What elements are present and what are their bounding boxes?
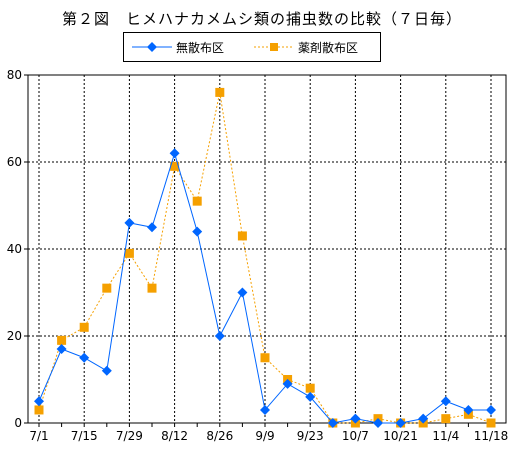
- y-tick-label: 60: [7, 155, 22, 169]
- x-tick-label: 9/9: [255, 429, 274, 443]
- data-point-series-1: [124, 217, 135, 228]
- legend-label-series-1: 無散布区: [176, 40, 225, 55]
- data-point-series-1: [237, 287, 248, 298]
- x-tick-label: 7/29: [116, 429, 143, 443]
- data-point-series-1: [305, 391, 316, 402]
- y-tick-label: 0: [14, 416, 22, 430]
- data-point-series-2: [79, 322, 89, 332]
- x-tick-label: 7/1: [29, 429, 48, 443]
- data-point-series-2: [486, 418, 496, 428]
- data-point-series-1: [214, 331, 225, 341]
- data-point-series-2: [124, 248, 134, 258]
- data-point-series-1: [169, 148, 180, 159]
- data-point-series-2: [260, 353, 270, 363]
- legend: 無散布区 薬剤散布区: [123, 32, 381, 62]
- data-point-series-1: [463, 404, 474, 415]
- data-point-series-2: [34, 405, 44, 415]
- data-point-series-2: [102, 283, 112, 293]
- x-tick-label: 9/23: [297, 429, 324, 443]
- data-point-series-2: [305, 383, 315, 393]
- data-point-series-2: [441, 414, 451, 424]
- data-point-series-1: [260, 404, 270, 415]
- legend-label-series-2: 薬剤散布区: [298, 40, 359, 55]
- data-point-series-1: [373, 418, 383, 428]
- data-point-series-2: [147, 283, 157, 293]
- data-point-series-2: [237, 231, 247, 241]
- legend-swatch-series-2: [254, 43, 294, 51]
- x-tick-label: 11/18: [474, 429, 509, 443]
- data-point-series-1: [395, 418, 406, 428]
- y-tick-label: 80: [7, 68, 22, 82]
- data-point-series-1: [101, 365, 112, 376]
- data-point-series-1: [147, 222, 157, 233]
- y-tick-label: 40: [7, 242, 22, 256]
- data-point-series-2: [192, 196, 202, 206]
- data-point-series-1: [56, 344, 67, 355]
- plot-frame: [27, 74, 507, 424]
- x-tick-label: 11/4: [432, 429, 459, 443]
- data-point-series-1: [350, 413, 361, 424]
- data-point-series-1: [440, 396, 451, 407]
- data-point-series-1: [34, 396, 44, 407]
- x-tick-label: 10/21: [383, 429, 418, 443]
- data-point-series-1: [282, 378, 293, 389]
- data-point-series-1: [486, 404, 496, 415]
- data-point-series-1: [79, 352, 90, 363]
- legend-item-series-2: 薬剤散布区: [254, 33, 358, 61]
- legend-swatch-series-1: [132, 42, 172, 52]
- data-point-series-1: [327, 418, 338, 428]
- x-tick-label: 10/7: [342, 429, 369, 443]
- data-point-series-1: [192, 226, 203, 237]
- legend-item-series-1: 無散布区: [132, 33, 224, 61]
- x-tick-label: 7/15: [71, 429, 98, 443]
- data-point-series-2: [57, 335, 67, 345]
- y-tick-label: 20: [7, 329, 22, 343]
- data-point-series-2: [215, 87, 225, 97]
- data-point-series-2: [170, 161, 180, 171]
- data-point-series-1: [418, 413, 429, 424]
- chart-title: 第２図 ヒメハナカメムシ類の捕虫数の比較（７日毎）: [61, 10, 462, 28]
- x-tick-label: 8/26: [206, 429, 233, 443]
- x-tick-label: 8/12: [161, 429, 188, 443]
